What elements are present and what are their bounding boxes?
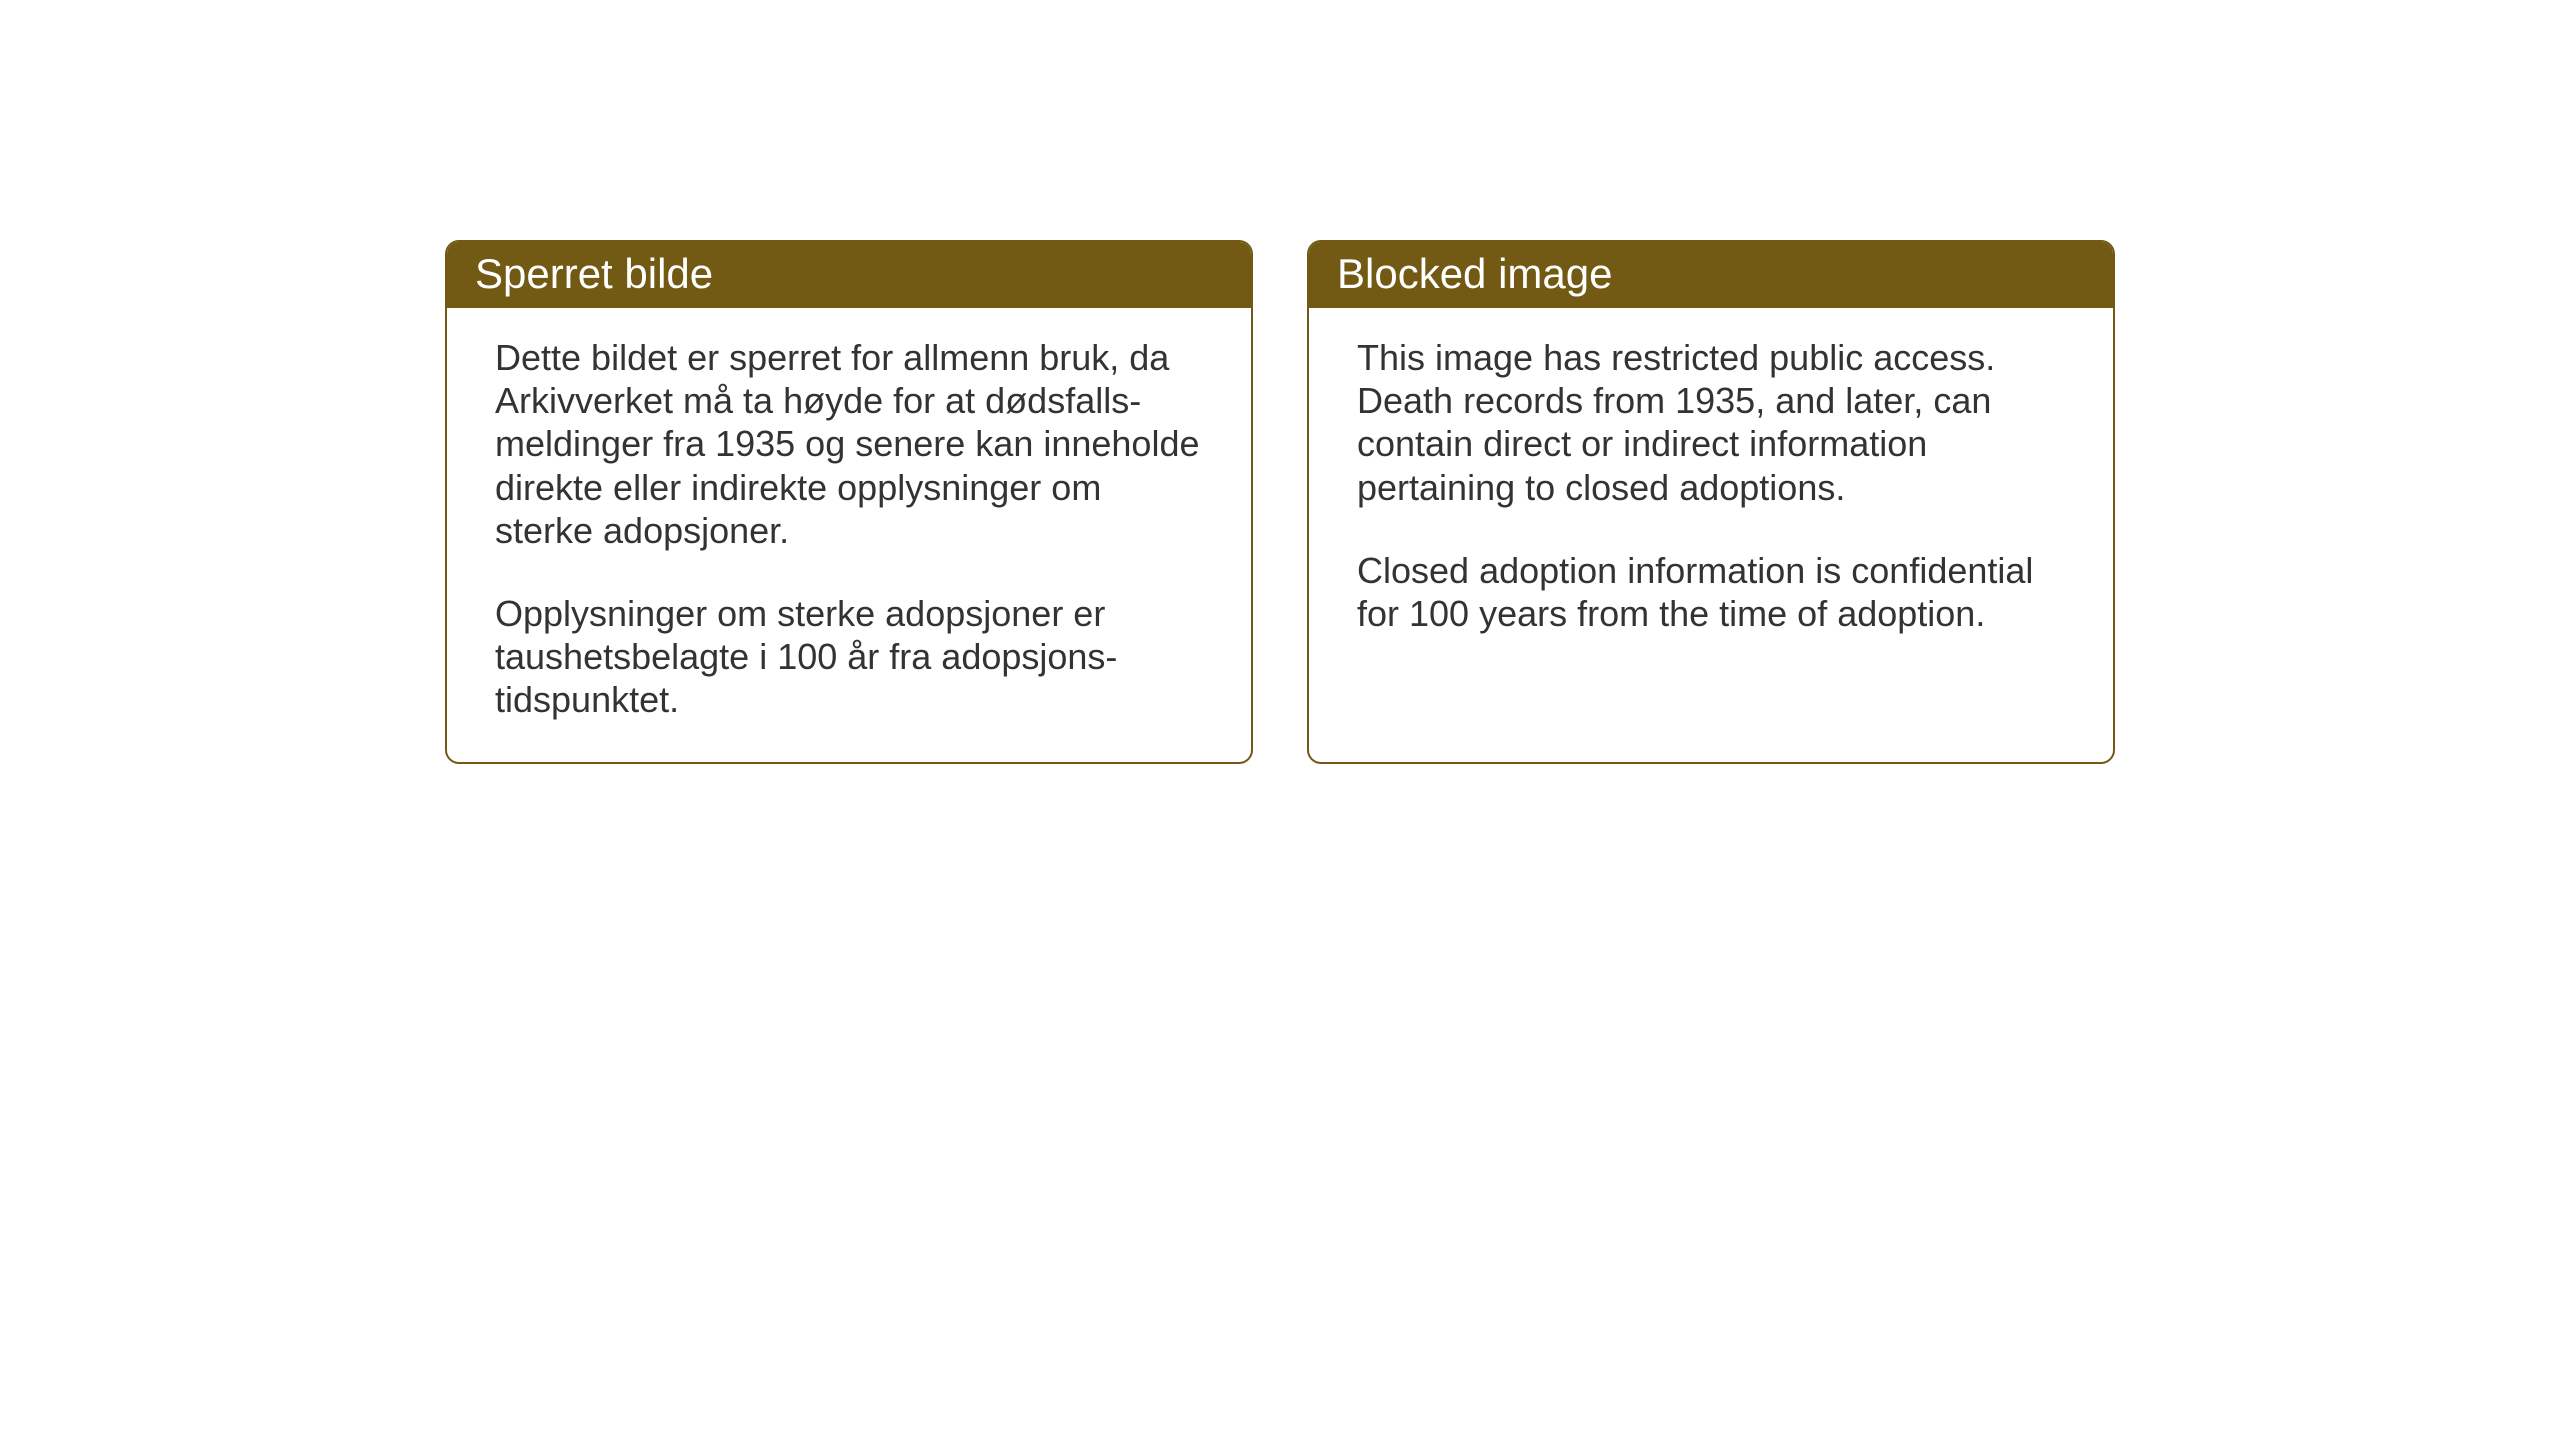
card-body-english: This image has restricted public access.… xyxy=(1309,308,2113,754)
card-paragraph-english-2: Closed adoption information is confident… xyxy=(1357,549,2065,635)
notice-container: Sperret bilde Dette bildet er sperret fo… xyxy=(445,240,2115,764)
card-header-english: Blocked image xyxy=(1309,242,2113,308)
notice-card-norwegian: Sperret bilde Dette bildet er sperret fo… xyxy=(445,240,1253,764)
card-title-norwegian: Sperret bilde xyxy=(475,250,713,297)
card-body-norwegian: Dette bildet er sperret for allmenn bruk… xyxy=(447,308,1251,762)
card-paragraph-english-1: This image has restricted public access.… xyxy=(1357,336,2065,509)
card-title-english: Blocked image xyxy=(1337,250,1612,297)
notice-card-english: Blocked image This image has restricted … xyxy=(1307,240,2115,764)
card-paragraph-norwegian-1: Dette bildet er sperret for allmenn bruk… xyxy=(495,336,1203,552)
card-paragraph-norwegian-2: Opplysninger om sterke adopsjoner er tau… xyxy=(495,592,1203,722)
card-header-norwegian: Sperret bilde xyxy=(447,242,1251,308)
